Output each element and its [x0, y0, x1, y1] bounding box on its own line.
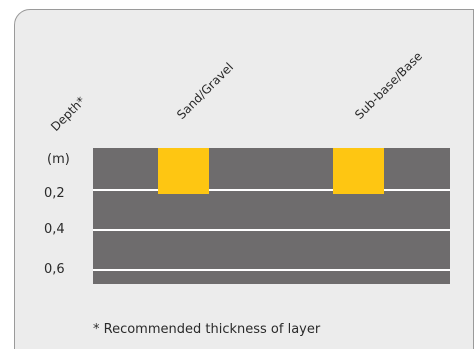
- depth-tick-0-4: 0,4: [44, 222, 65, 237]
- depth-tick-0-6: 0,6: [44, 262, 65, 277]
- subbase-base-layer-block: [333, 148, 384, 194]
- footnote: * Recommended thickness of layer: [93, 322, 321, 337]
- depth-line-0-4: [93, 229, 450, 231]
- depth-line-0-6: [93, 269, 450, 271]
- depth-line-0-2: [93, 189, 450, 191]
- depth-tick-0-2: 0,2: [44, 186, 65, 201]
- sand-gravel-layer-block: [158, 148, 209, 194]
- depth-unit-label: (m): [47, 152, 70, 167]
- ground-cross-section: [93, 148, 450, 284]
